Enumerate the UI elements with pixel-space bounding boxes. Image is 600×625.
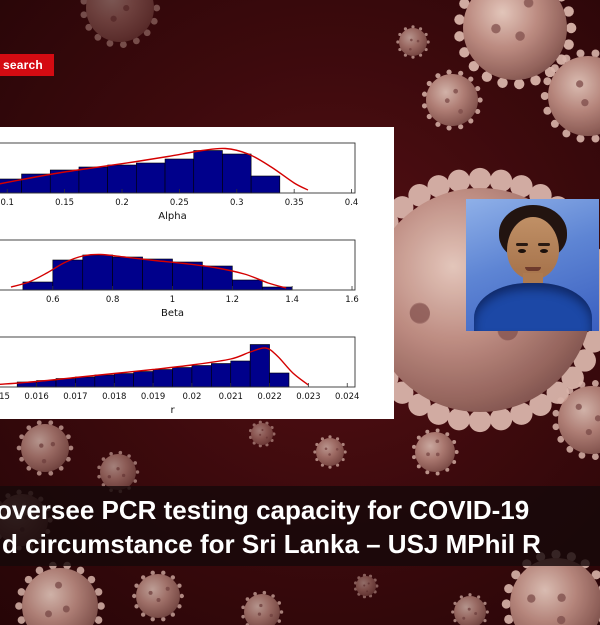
svg-text:0.4: 0.4 <box>345 198 359 208</box>
svg-text:0.016: 0.016 <box>24 392 48 402</box>
portrait-shirt <box>474 283 592 331</box>
svg-text:Alpha: Alpha <box>158 211 186 222</box>
svg-text:0.15: 0.15 <box>55 198 74 208</box>
portrait-mouth <box>525 267 541 271</box>
alpha-histogram-chart: 0.1 0.15 0.2 0.25 0.3 0.35 0.4 Alpha <box>0 127 394 224</box>
svg-text:1.2: 1.2 <box>226 295 240 305</box>
headline-band: oversee PCR testing capacity for COVID-1… <box>0 486 600 566</box>
svg-text:0.2: 0.2 <box>115 198 129 208</box>
svg-text:0.3: 0.3 <box>230 198 244 208</box>
histogram-panel: 0.1 0.15 0.2 0.25 0.3 0.35 0.4 Alpha 0.6 0.8 1 1.2… <box>0 127 394 419</box>
svg-text:0.02: 0.02 <box>182 392 201 402</box>
svg-text:0.017: 0.017 <box>63 392 87 402</box>
svg-text:0.018: 0.018 <box>102 392 126 402</box>
svg-text:1: 1 <box>170 295 175 305</box>
svg-text:0.25: 0.25 <box>170 198 189 208</box>
svg-text:0.022: 0.022 <box>257 392 281 402</box>
beta-histogram-chart: 0.6 0.8 1 1.2 1.4 1.6 Beta <box>0 224 394 321</box>
svg-text:0.8: 0.8 <box>106 295 120 305</box>
category-badge-label: search <box>3 58 43 72</box>
headline-line-2: d circumstance for Sri Lanka – USJ MPhil… <box>2 529 541 559</box>
portrait-eye <box>518 249 526 253</box>
svg-text:0.021: 0.021 <box>219 392 243 402</box>
portrait-eyebrow <box>538 243 550 246</box>
portrait-eye <box>540 249 548 253</box>
svg-text:r: r <box>170 405 175 416</box>
portrait-eyebrow <box>516 243 528 246</box>
svg-text:0.6: 0.6 <box>46 295 60 305</box>
category-badge[interactable]: search <box>0 54 54 76</box>
svg-text:Beta: Beta <box>161 308 184 319</box>
svg-text:0.35: 0.35 <box>285 198 304 208</box>
researcher-portrait-photo <box>466 199 599 331</box>
headline-line-1: oversee PCR testing capacity for COVID-1… <box>0 495 530 525</box>
svg-text:0.015: 0.015 <box>0 392 10 402</box>
svg-text:1.4: 1.4 <box>285 295 299 305</box>
svg-text:0.023: 0.023 <box>296 392 320 402</box>
svg-text:0.024: 0.024 <box>335 392 359 402</box>
svg-text:1.6: 1.6 <box>345 295 359 305</box>
r-histogram-chart: 0.015 0.016 0.017 0.018 0.019 0.02 0.021 0.022 0… <box>0 321 394 418</box>
svg-text:0.019: 0.019 <box>141 392 165 402</box>
svg-text:0.1: 0.1 <box>0 198 14 208</box>
